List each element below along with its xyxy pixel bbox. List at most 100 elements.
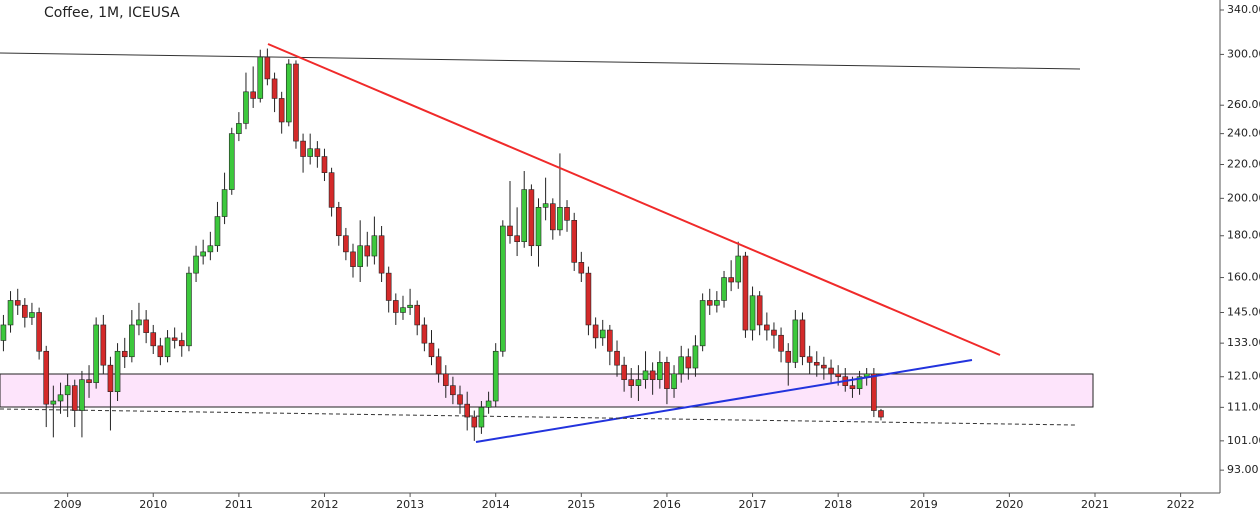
candle-body [243,91,249,124]
candle-body [143,319,149,333]
candle-body [492,350,499,402]
candle-body [792,319,799,363]
candle-body [878,410,884,418]
candle-body [407,304,413,308]
candle-body [828,367,834,375]
x-tick-label: 2011 [225,498,253,511]
candle-body [542,203,549,208]
candle-body [735,255,742,283]
up-trend-line [475,359,973,443]
candle-body [571,220,578,263]
candle-body [806,356,813,363]
y-tick-label: 145.00 [1227,305,1260,318]
y-tick-label: 220.00 [1227,158,1260,171]
candle-body [93,324,99,383]
candle-body [7,300,14,326]
x-tick-label: 2019 [910,498,938,511]
y-tick-label: 200.00 [1227,191,1260,204]
candle-body [400,307,406,313]
x-tick-label: 2017 [739,498,767,511]
candle-body [250,91,256,99]
candle-body [756,295,763,326]
candle-body [264,56,271,80]
x-tick-label: 2016 [653,498,681,511]
candle-body [271,78,278,99]
range-zone [0,373,1094,408]
candle-body [335,207,342,237]
candle-body [0,324,7,341]
candle-body [193,255,199,274]
candle-body [285,63,292,123]
candle-body [321,156,328,173]
x-tick-label: 2015 [567,498,595,511]
candle-body [485,400,492,408]
candle-body [528,189,535,247]
candle-body [385,272,392,301]
candle-body [428,342,435,358]
candle-body [564,207,570,221]
candle-body [464,403,470,418]
candle-body [22,304,28,318]
candle-body [364,245,371,257]
candle-body [107,364,114,392]
candle-body [692,345,699,369]
candle-body [293,63,299,142]
candles [0,48,884,441]
candle-body [671,373,677,389]
candle-body [621,364,627,380]
candle-body [771,329,777,336]
candle-body [450,385,456,396]
y-tick-label: 240.00 [1227,127,1260,140]
candle-body [36,312,42,352]
candle-body [164,337,171,358]
x-tick-label: 2021 [1081,498,1109,511]
candle-body [535,207,542,247]
candle-body [785,350,792,363]
x-tick-label: 2022 [1167,498,1195,511]
candle-body [257,56,264,99]
candle-body [749,295,756,331]
candle-body [414,304,420,326]
resistance-line [0,52,1081,70]
candle-body [442,373,449,386]
candle-body [578,262,585,274]
candle-body [628,379,635,386]
y-tick-label: 111.00 [1227,400,1260,413]
candle-body [607,329,613,352]
y-tick-label: 93.00 [1227,463,1259,476]
down-trend-line [267,43,1001,356]
candle-body [171,337,178,341]
candle-body [57,394,64,402]
candle-body [649,370,656,380]
candle-body [150,332,157,347]
candle-body [200,251,206,257]
candle-body [300,140,306,157]
x-tick-label: 2009 [54,498,82,511]
candle-body [507,225,513,237]
candle-body [642,370,649,380]
candle-body [157,345,164,358]
candle-body [714,300,720,306]
candle-body [343,235,349,253]
support-line [0,408,1076,426]
candle-body [614,350,620,366]
candle-body [678,356,685,375]
candle-body [136,319,142,326]
candle-body [550,203,556,231]
candle-body [392,300,399,313]
x-tick-label: 2010 [139,498,167,511]
x-tick-label: 2012 [310,498,338,511]
candle-body [835,373,841,378]
candle-body [43,350,50,405]
candle-body [849,385,856,389]
candle-body [121,350,128,358]
candle-body [821,364,827,369]
candle-body [71,385,78,411]
candle-body [328,172,335,208]
candle-body [799,319,806,358]
candle-body [228,133,235,190]
y-tick-label: 340.00 [1227,3,1260,16]
candle-body [129,324,135,358]
